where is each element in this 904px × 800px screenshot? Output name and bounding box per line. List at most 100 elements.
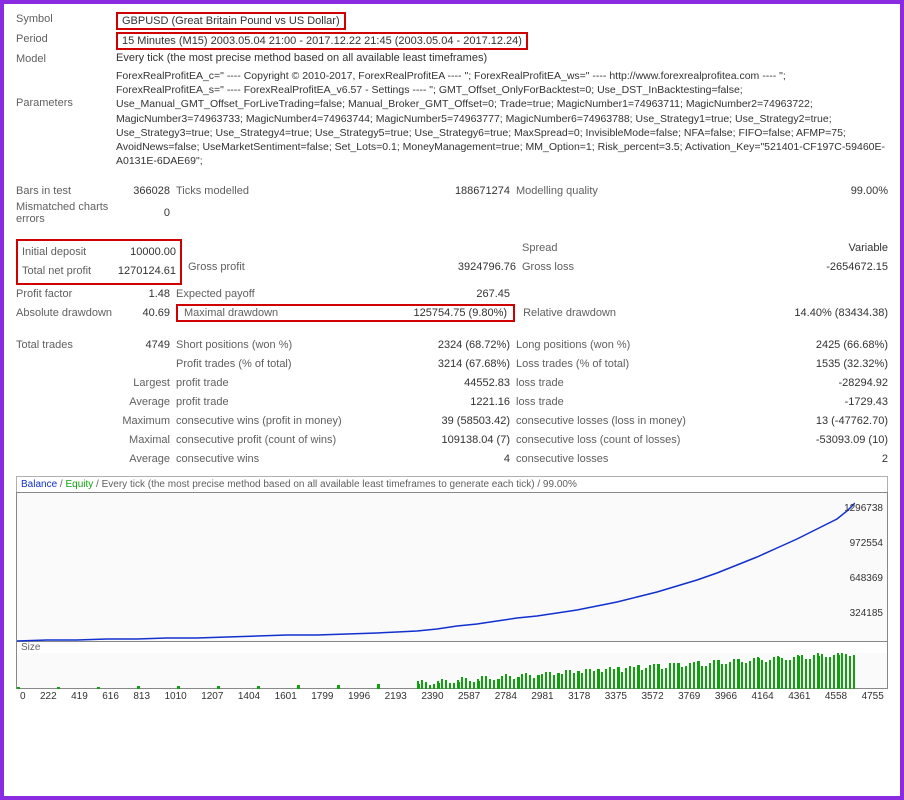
net-value: 1270124.61 — [92, 265, 176, 277]
xtick: 4361 — [788, 691, 810, 702]
bars-value: 366028 — [116, 185, 176, 197]
xtick: 1207 — [201, 691, 223, 702]
chart-header: Balance / Equity / Every tick (the most … — [16, 476, 888, 492]
pf-value: 1.48 — [116, 288, 176, 300]
xtick: 1404 — [238, 691, 260, 702]
stats-block-2: Initial deposit 10000.00 Total net profi… — [16, 239, 888, 322]
xtick: 3375 — [605, 691, 627, 702]
xtick: 1799 — [311, 691, 333, 702]
ytick: 648369 — [850, 573, 883, 584]
alt-value: -1729.43 — [706, 396, 888, 408]
acl-label: consecutive losses — [516, 453, 706, 465]
lpt-value: 44552.83 — [386, 377, 516, 389]
mcls-value: -53093.09 (10) — [706, 434, 888, 446]
xtick: 1996 — [348, 691, 370, 702]
xtick: 222 — [40, 691, 57, 702]
rd-label: Relative drawdown — [515, 307, 705, 319]
apt-label: profit trade — [176, 396, 386, 408]
gl-value: -2654672.15 — [712, 261, 888, 273]
ticks-value: 188671274 — [386, 185, 516, 197]
size-label: Size — [16, 642, 888, 653]
pt-value: 3214 (67.68%) — [386, 358, 516, 370]
average-label: Average — [116, 396, 176, 408]
maxdd-box: Maximal drawdown 125754.75 (9.80%) — [176, 304, 515, 322]
mcl-value: 13 (-47762.70) — [706, 415, 888, 427]
period-row: Period 15 Minutes (M15) 2003.05.04 21:00… — [16, 32, 888, 50]
xtick: 0 — [20, 691, 26, 702]
xtick: 3769 — [678, 691, 700, 702]
model-row: Model Every tick (the most precise metho… — [16, 52, 888, 65]
spread-label: Spread — [522, 242, 712, 254]
mcl-label: consecutive losses (loss in money) — [516, 415, 706, 427]
symbol-row: Symbol GBPUSD (Great Britain Pound vs US… — [16, 12, 888, 30]
xtick: 2390 — [421, 691, 443, 702]
lp-value: 2425 (66.68%) — [706, 339, 888, 351]
ad-value: 40.69 — [116, 307, 176, 319]
symbol-label: Symbol — [16, 12, 116, 25]
rd-value: 14.40% (83434.38) — [705, 307, 888, 319]
deposit-profit-box: Initial deposit 10000.00 Total net profi… — [16, 239, 182, 285]
period-label: Period — [16, 32, 116, 45]
gl-label: Gross loss — [522, 261, 712, 273]
ad-label: Absolute drawdown — [16, 307, 116, 319]
tt-value: 4749 — [116, 339, 176, 351]
maximal-label: Maximal — [116, 434, 176, 446]
parameters-row: Parameters ForexRealProfitEA_c=" ---- Co… — [16, 69, 888, 168]
acw-label: consecutive wins — [176, 453, 386, 465]
ytick: 324185 — [850, 608, 883, 619]
lpt-label: profit trade — [176, 377, 386, 389]
xtick: 4558 — [825, 691, 847, 702]
size-bars — [17, 653, 855, 689]
lt-label: Loss trades (% of total) — [516, 358, 706, 370]
mcp-label: consecutive profit (count of wins) — [176, 434, 386, 446]
ep-value: 267.45 — [386, 288, 516, 300]
equity-label: Equity — [65, 479, 93, 490]
balance-chart-box: 1296738972554648369324185 — [16, 492, 888, 642]
period-value: 15 Minutes (M15) 2003.05.04 21:00 - 2017… — [116, 32, 528, 50]
acl-value: 2 — [706, 453, 888, 465]
mis-label: Mismatched charts errors — [16, 201, 116, 225]
ticks-label: Ticks modelled — [176, 185, 386, 197]
stats-block-3: Total trades 4749 Short positions (won %… — [16, 336, 888, 468]
avg2-label: Average — [116, 453, 176, 465]
xtick: 616 — [102, 691, 119, 702]
pt-label: Profit trades (% of total) — [176, 358, 386, 370]
mcw-label: consecutive wins (profit in money) — [176, 415, 386, 427]
parameters-label: Parameters — [16, 69, 116, 109]
gp-value: 3924796.76 — [392, 261, 522, 273]
gp-label: Gross profit — [182, 261, 392, 273]
xtick: 4755 — [862, 691, 884, 702]
bars-label: Bars in test — [16, 185, 116, 197]
llt-value: -28294.92 — [706, 377, 888, 389]
md-value: 125754.75 (9.80%) — [387, 307, 507, 319]
sp-label: Short positions (won %) — [176, 339, 386, 351]
mcls-label: consecutive loss (count of losses) — [516, 434, 706, 446]
tt-label: Total trades — [16, 339, 116, 351]
symbol-value: GBPUSD (Great Britain Pound vs US Dollar… — [116, 12, 346, 30]
equity-chart: Balance / Equity / Every tick (the most … — [16, 476, 888, 702]
largest-label: Largest — [116, 377, 176, 389]
sp-value: 2324 (68.72%) — [386, 339, 516, 351]
net-label: Total net profit — [22, 265, 92, 277]
lp-label: Long positions (won %) — [516, 339, 706, 351]
model-value: Every tick (the most precise method base… — [116, 52, 888, 64]
mcw-value: 39 (58503.42) — [386, 415, 516, 427]
xtick: 2193 — [385, 691, 407, 702]
model-label: Model — [16, 52, 116, 65]
xtick: 3572 — [641, 691, 663, 702]
xtick: 3178 — [568, 691, 590, 702]
mq-value: 99.00% — [706, 185, 888, 197]
parameters-value: ForexRealProfitEA_c=" ---- Copyright © 2… — [116, 69, 888, 168]
alt-label: loss trade — [516, 396, 706, 408]
ep-label: Expected payoff — [176, 288, 386, 300]
lt-value: 1535 (32.32%) — [706, 358, 888, 370]
x-axis: 0222419616813101012071404160117991996219… — [16, 689, 888, 702]
xtick: 4164 — [752, 691, 774, 702]
size-chart-box — [16, 653, 888, 689]
pf-label: Profit factor — [16, 288, 116, 300]
xtick: 1601 — [275, 691, 297, 702]
dep-value: 10000.00 — [92, 246, 176, 258]
md-label: Maximal drawdown — [184, 307, 384, 319]
dep-label: Initial deposit — [22, 246, 92, 258]
xtick: 419 — [71, 691, 88, 702]
